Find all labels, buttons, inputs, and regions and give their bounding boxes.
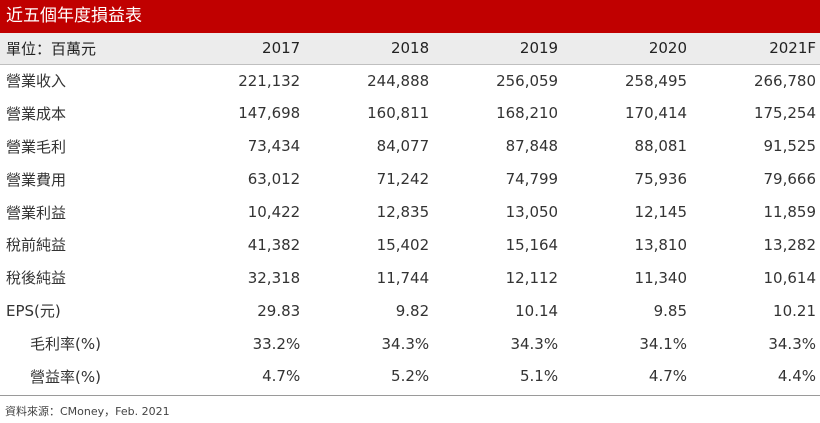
row-value: 73,434 [247, 137, 301, 156]
table-row: 營業利益 10,422 12,835 13,050 12,145 11,859 [0, 196, 820, 229]
row-value: 29.83 [257, 301, 301, 320]
row-label: 稅前純益 [6, 236, 67, 255]
row-value: 34.3% [510, 334, 559, 353]
row-value: 15,402 [376, 235, 430, 254]
year-header: 2017 [175, 33, 305, 65]
row-value: 13,050 [505, 203, 559, 221]
row-value: 4.4% [777, 367, 816, 386]
row-value: 147,698 [238, 104, 301, 123]
year-header: 2018 [304, 33, 434, 65]
row-value: 33.2% [252, 334, 301, 353]
year-header: 2021F [691, 33, 820, 65]
row-value: 5.1% [519, 367, 559, 386]
row-value: 12,112 [505, 268, 559, 287]
row-value: 170,414 [625, 104, 688, 123]
row-value: 12,145 [634, 203, 688, 221]
row-value: 63,012 [247, 170, 301, 189]
row-label: 營業利益 [6, 203, 67, 222]
table-row: 營業收入 221,132 244,888 256,059 258,495 266,780 [0, 64, 820, 97]
row-label: 營益率(%) [30, 367, 101, 386]
table-row: 營業費用 63,012 71,242 74,799 75,936 79,666 [0, 163, 820, 196]
row-value: 4.7% [648, 367, 688, 386]
table-row: 毛利率(%) 33.2% 34.3% 34.3% 34.1% 34.3% [0, 327, 820, 360]
row-label: 毛利率(%) [30, 335, 101, 354]
row-value: 266,780 [753, 71, 816, 90]
row-value: 221,132 [238, 71, 301, 90]
row-value: 11,744 [376, 268, 430, 287]
row-value: 10.21 [773, 301, 816, 320]
row-label: EPS(元) [6, 302, 61, 321]
row-value: 32,318 [247, 268, 301, 287]
row-value: 13,282 [763, 235, 817, 254]
row-value: 88,081 [634, 137, 688, 156]
row-value: 5.2% [391, 367, 430, 386]
row-value: 74,799 [505, 170, 559, 189]
row-value: 11,859 [763, 203, 817, 221]
row-label: 稅後純益 [6, 269, 67, 288]
row-value: 9.82 [395, 301, 430, 320]
row-value: 75,936 [634, 170, 688, 189]
row-value: 258,495 [625, 71, 688, 90]
row-value: 84,077 [376, 137, 430, 156]
row-value: 4.7% [262, 367, 301, 386]
row-value: 11,340 [634, 268, 688, 287]
row-value: 71,242 [376, 170, 430, 189]
year-header: 2019 [433, 33, 563, 65]
row-value: 10,614 [763, 268, 817, 287]
row-value: 34.3% [768, 334, 816, 353]
header-row: 單位：百萬元 2017 2018 2019 2020 2021F [0, 33, 820, 65]
row-value: 15,164 [505, 235, 559, 254]
row-value: 175,254 [753, 104, 816, 123]
row-value: 34.1% [639, 334, 688, 353]
row-value: 244,888 [367, 71, 430, 90]
table-title: 近五個年度損益表 [0, 0, 820, 33]
source-note: 資料來源：CMoney，Feb. 2021 [5, 405, 170, 418]
unit-label: 單位：百萬元 [0, 33, 176, 65]
row-value: 9.85 [653, 301, 688, 320]
row-value: 10,422 [247, 203, 301, 221]
row-value: 91,525 [763, 137, 817, 156]
table-row: 稅後純益 32,318 11,744 12,112 11,340 10,614 [0, 261, 820, 294]
row-value: 256,059 [496, 71, 559, 90]
row-label: 營業收入 [6, 72, 67, 91]
table-row: 稅前純益 41,382 15,402 15,164 13,810 13,282 [0, 228, 820, 261]
row-label: 營業毛利 [6, 137, 67, 156]
table-row: 營益率(%) 4.7% 5.2% 5.1% 4.7% 4.4% [0, 360, 820, 393]
table-row: EPS(元) 29.83 9.82 10.14 9.85 10.21 [0, 294, 820, 327]
row-label: 營業費用 [6, 170, 67, 189]
row-value: 79,666 [763, 170, 817, 189]
table-row: 營業毛利 73,434 84,077 87,848 88,081 91,525 [0, 130, 820, 163]
row-value: 168,210 [496, 104, 559, 123]
row-value: 10.14 [515, 301, 559, 320]
row-value: 41,382 [247, 235, 301, 254]
row-value: 160,811 [367, 104, 430, 123]
table-row: 營業成本 147,698 160,811 168,210 170,414 175,254 [0, 97, 820, 130]
row-value: 34.3% [381, 334, 430, 353]
row-value: 12,835 [376, 203, 430, 221]
bottom-divider [0, 395, 820, 396]
row-value: 87,848 [505, 137, 559, 156]
income-statement-table: 單位：百萬元 2017 2018 2019 2020 2021F 營業收入 221… [0, 33, 820, 393]
row-label: 營業成本 [6, 104, 67, 123]
row-value: 13,810 [634, 235, 688, 254]
year-header: 2020 [562, 33, 692, 65]
